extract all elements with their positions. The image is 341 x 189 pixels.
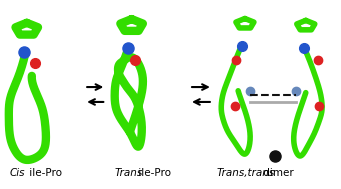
Text: ile-Pro: ile-Pro (26, 168, 62, 178)
Text: ile-Pro: ile-Pro (135, 168, 171, 178)
Text: Trans,trans: Trans,trans (216, 168, 275, 178)
Text: Cis: Cis (10, 168, 25, 178)
Text: dimer: dimer (260, 168, 294, 178)
Text: Trans: Trans (115, 168, 143, 178)
